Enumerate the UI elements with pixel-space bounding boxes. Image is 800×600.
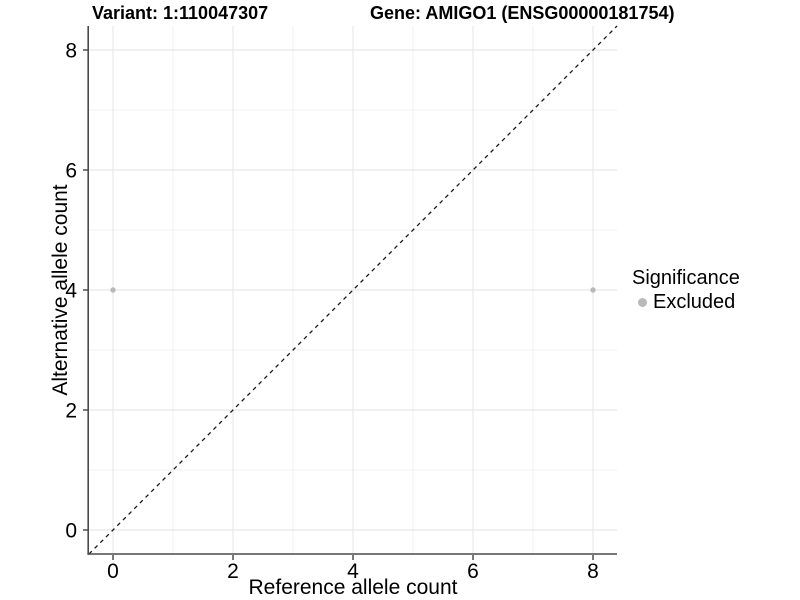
y-tick-label: 6 — [65, 160, 77, 183]
y-axis-title: Alternative allele count — [49, 184, 72, 396]
legend-item-label: Excluded — [653, 290, 736, 313]
legend: Significance Excluded — [632, 266, 740, 314]
legend-swatch-dot — [638, 297, 647, 307]
x-tick-label: 2 — [227, 560, 239, 583]
x-tick-label: 4 — [347, 560, 359, 583]
y-tick-label: 2 — [65, 400, 77, 423]
x-tick-label: 0 — [107, 560, 119, 583]
plot-title-gene: Gene: AMIGO1 (ENSG00000181754) — [370, 3, 675, 23]
x-axis-title: Reference allele count — [248, 576, 458, 599]
y-tick-label: 4 — [65, 280, 77, 303]
legend-title: Significance — [632, 267, 740, 289]
data-point — [590, 287, 596, 293]
x-tick-label: 8 — [587, 560, 599, 583]
x-tick-label: 6 — [467, 560, 479, 583]
plot-title-variant: Variant: 1:110047307 — [92, 3, 269, 23]
y-tick-label: 8 — [65, 40, 77, 63]
legend-item-excluded: Excluded — [632, 290, 740, 314]
data-point — [110, 287, 116, 293]
y-tick-label: 0 — [65, 520, 77, 543]
